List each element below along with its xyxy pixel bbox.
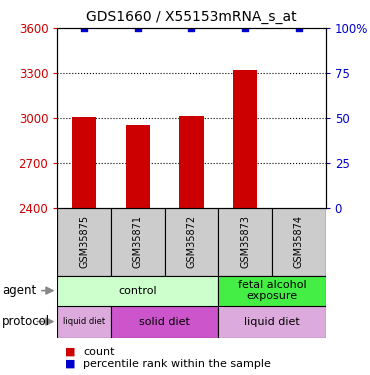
Text: ■: ■ — [65, 347, 75, 357]
Bar — [287, 207, 311, 208]
Title: GDS1660 / X55153mRNA_s_at: GDS1660 / X55153mRNA_s_at — [86, 10, 297, 24]
Bar — [165, 208, 218, 276]
Bar — [57, 276, 218, 306]
Bar — [218, 208, 272, 276]
Text: control: control — [118, 286, 157, 296]
Bar — [57, 208, 111, 276]
Text: count: count — [83, 347, 115, 357]
Text: liquid diet: liquid diet — [63, 317, 105, 326]
Text: GSM35874: GSM35874 — [294, 215, 304, 268]
Text: GSM35875: GSM35875 — [79, 215, 89, 268]
Bar — [111, 306, 218, 338]
Text: fetal alcohol
exposure: fetal alcohol exposure — [238, 280, 306, 302]
Bar — [72, 117, 96, 208]
Bar — [126, 125, 150, 208]
Bar — [218, 276, 326, 306]
Text: protocol: protocol — [2, 315, 50, 328]
Bar — [111, 208, 165, 276]
Bar — [272, 208, 326, 276]
Text: ■: ■ — [65, 359, 75, 369]
Text: percentile rank within the sample: percentile rank within the sample — [83, 359, 271, 369]
Point — [242, 25, 248, 31]
Text: agent: agent — [2, 284, 36, 297]
Point — [135, 25, 141, 31]
Bar — [233, 70, 257, 208]
Text: GSM35872: GSM35872 — [186, 215, 196, 268]
Point — [81, 25, 87, 31]
Point — [189, 25, 195, 31]
Text: GSM35871: GSM35871 — [133, 215, 143, 268]
Text: liquid diet: liquid diet — [244, 316, 300, 327]
Bar — [218, 306, 326, 338]
Bar — [179, 116, 204, 208]
Point — [296, 25, 302, 31]
Bar — [57, 306, 111, 338]
Text: GSM35873: GSM35873 — [240, 215, 250, 268]
Text: solid diet: solid diet — [139, 316, 190, 327]
